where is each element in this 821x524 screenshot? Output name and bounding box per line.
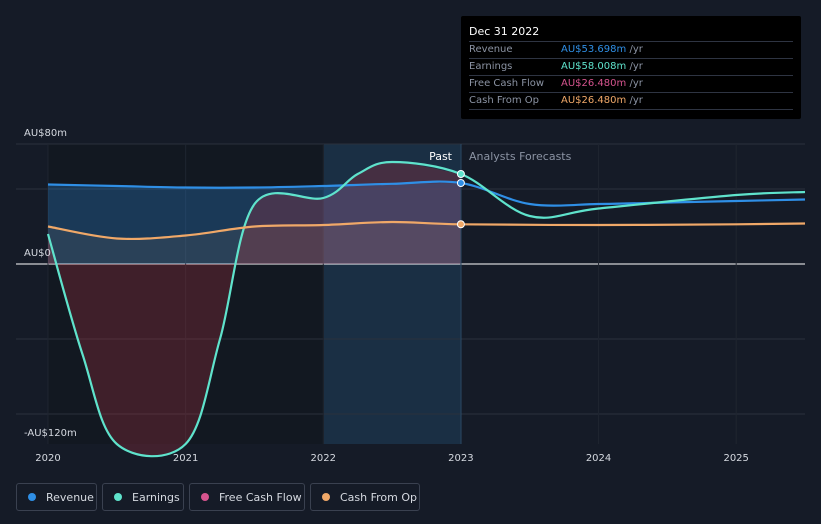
legend-label: Cash From Op	[340, 490, 418, 504]
x-tick-label: 2025	[723, 453, 748, 464]
data-tooltip: Dec 31 2022 Revenue AU$53.698m /yr Earni…	[461, 16, 801, 119]
legend-item-revenue[interactable]: Revenue	[16, 483, 97, 511]
tooltip-divider	[469, 109, 793, 110]
x-tick-label: 2024	[586, 453, 611, 464]
tooltip-divider	[469, 92, 793, 93]
cash-from-op-legend-dot	[322, 493, 330, 501]
earnings-area	[48, 162, 461, 457]
tooltip-value-earnings: AU$58.008m /yr	[561, 61, 643, 72]
legend-item-free-cash-flow[interactable]: Free Cash Flow	[189, 483, 305, 511]
tooltip-value-cfo: AU$26.480m /yr	[561, 95, 643, 106]
past-label: Past	[429, 150, 453, 163]
y-tick-label: AU$80m	[24, 128, 67, 139]
cash-from-op-area	[48, 221, 461, 264]
legend-label: Revenue	[46, 490, 94, 504]
tooltip-divider	[469, 75, 793, 76]
tooltip-date: Dec 31 2022	[469, 25, 540, 38]
tooltip-label-cfo: Cash From Op	[469, 95, 540, 106]
earnings-line	[46, 160, 806, 458]
y-tick-label: AU$0	[24, 248, 51, 259]
x-tick-label: 2023	[448, 453, 473, 464]
free-cash-flow-legend-dot	[201, 493, 209, 501]
x-tick-label: 2021	[173, 453, 198, 464]
tooltip-label-revenue: Revenue	[469, 44, 513, 55]
tooltip-value-fcf: AU$26.480m /yr	[561, 78, 643, 89]
forecast-label: Analysts Forecasts	[469, 150, 572, 163]
earnings-point	[456, 170, 465, 178]
tooltip-value-revenue: AU$53.698m /yr	[561, 44, 643, 55]
revenue-legend-dot	[28, 493, 36, 501]
revenue-line	[47, 180, 806, 207]
x-tick-label: 2022	[311, 453, 336, 464]
cash-from-op-line	[47, 220, 806, 241]
tooltip-divider	[469, 41, 793, 42]
legend-item-cash-from-op[interactable]: Cash From Op	[310, 483, 420, 511]
legend-label: Earnings	[132, 490, 180, 504]
revenue-point	[456, 179, 465, 187]
cash-from-op-point	[456, 220, 465, 229]
legend-label: Free Cash Flow	[219, 490, 302, 504]
y-tick-label: -AU$120m	[24, 428, 77, 439]
tooltip-label-earnings: Earnings	[469, 61, 513, 72]
x-tick-label: 2020	[35, 453, 60, 464]
revenue-area	[48, 183, 461, 264]
tooltip-divider	[469, 58, 793, 59]
tooltip-label-fcf: Free Cash Flow	[469, 78, 545, 89]
legend-item-earnings[interactable]: Earnings	[102, 483, 184, 511]
earnings-legend-dot	[114, 493, 122, 501]
highlight-band	[324, 144, 461, 444]
